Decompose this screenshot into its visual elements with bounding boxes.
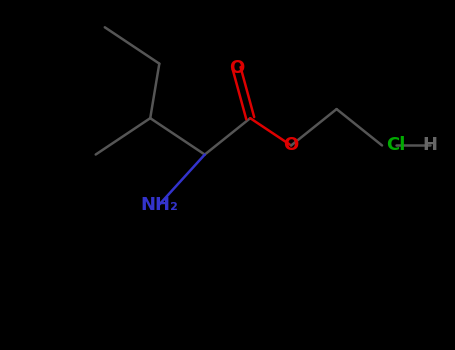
- Text: O: O: [229, 59, 244, 77]
- Text: Cl: Cl: [386, 136, 405, 154]
- Text: H: H: [422, 136, 437, 154]
- Text: NH₂: NH₂: [141, 196, 178, 213]
- Text: O: O: [283, 136, 299, 154]
